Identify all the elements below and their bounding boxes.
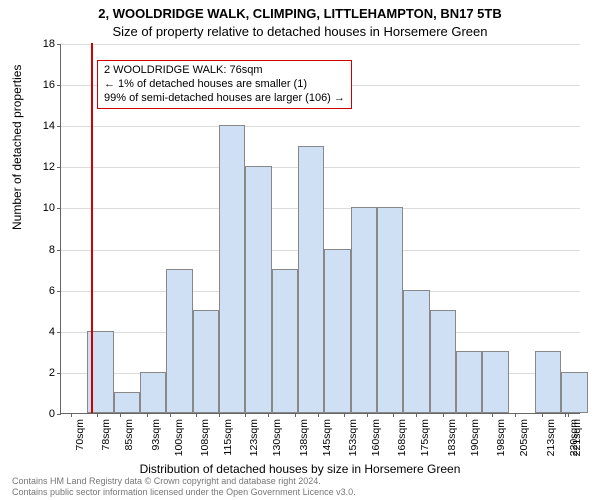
xtick-label: 115sqm [222, 419, 234, 456]
y-axis-label: Number of detached properties [10, 65, 24, 230]
xtick-label: 160sqm [370, 419, 382, 456]
xtick-label: 108sqm [199, 419, 211, 456]
xtick-label: 168sqm [396, 419, 408, 456]
gridline-h [61, 126, 580, 127]
histogram-bar [193, 310, 219, 413]
xtick-mark [268, 413, 269, 417]
chart-title-line1: 2, WOOLDRIDGE WALK, CLIMPING, LITTLEHAMP… [0, 6, 600, 21]
annotation-line2: ← 1% of detached houses are smaller (1) [104, 78, 345, 92]
xtick-label: 213sqm [545, 419, 557, 456]
ytick-mark [57, 291, 61, 292]
histogram-bar [351, 207, 377, 413]
xtick-label: 123sqm [248, 419, 260, 456]
xtick-label: 145sqm [321, 419, 333, 456]
gridline-h [61, 44, 580, 45]
xtick-label: 198sqm [495, 419, 507, 456]
ytick-mark [57, 373, 61, 374]
ytick-label: 16 [25, 79, 55, 91]
ytick-label: 10 [25, 202, 55, 214]
ytick-label: 18 [25, 38, 55, 50]
histogram-bar [403, 290, 429, 413]
xtick-mark [97, 413, 98, 417]
ytick-mark [57, 208, 61, 209]
histogram-bar [219, 125, 245, 413]
ytick-label: 0 [25, 408, 55, 420]
histogram-bar [561, 372, 587, 413]
xtick-mark [71, 413, 72, 417]
ytick-mark [57, 414, 61, 415]
xtick-mark [565, 413, 566, 417]
histogram-bar [166, 269, 192, 413]
xtick-mark [416, 413, 417, 417]
ytick-mark [57, 44, 61, 45]
xtick-mark [466, 413, 467, 417]
histogram-bar [245, 166, 271, 413]
ytick-label: 6 [25, 285, 55, 297]
ytick-label: 8 [25, 244, 55, 256]
ytick-mark [57, 85, 61, 86]
footer-line2: Contains public sector information licen… [12, 487, 356, 498]
xtick-mark [170, 413, 171, 417]
ytick-mark [57, 332, 61, 333]
xtick-label: 78sqm [100, 419, 112, 451]
annotation-line1: 2 WOOLDRIDGE WALK: 76sqm [104, 64, 345, 78]
xtick-label: 70sqm [74, 419, 86, 451]
plot-area: 02468101214161870sqm78sqm85sqm93sqm100sq… [60, 44, 580, 414]
xtick-mark [568, 413, 569, 417]
histogram-bar [456, 351, 482, 413]
x-axis-label: Distribution of detached houses by size … [0, 462, 600, 476]
xtick-mark [196, 413, 197, 417]
xtick-mark [393, 413, 394, 417]
xtick-mark [147, 413, 148, 417]
ytick-label: 14 [25, 120, 55, 132]
xtick-mark [492, 413, 493, 417]
annotation-box: 2 WOOLDRIDGE WALK: 76sqm ← 1% of detache… [97, 60, 352, 109]
xtick-label: 175sqm [419, 419, 431, 456]
histogram-bar [535, 351, 561, 413]
xtick-mark [318, 413, 319, 417]
ytick-mark [57, 167, 61, 168]
xtick-mark [443, 413, 444, 417]
footer-attribution: Contains HM Land Registry data © Crown c… [12, 476, 356, 498]
histogram-bar [430, 310, 456, 413]
ytick-mark [57, 126, 61, 127]
xtick-label: 221sqm [571, 419, 583, 456]
ytick-label: 2 [25, 367, 55, 379]
histogram-bar [114, 392, 140, 413]
xtick-mark [120, 413, 121, 417]
xtick-label: 93sqm [150, 419, 162, 451]
reference-line [91, 43, 93, 413]
xtick-mark [245, 413, 246, 417]
xtick-label: 100sqm [173, 419, 185, 456]
xtick-label: 85sqm [123, 419, 135, 451]
histogram-bar [272, 269, 298, 413]
xtick-mark [542, 413, 543, 417]
chart-title-line2: Size of property relative to detached ho… [0, 24, 600, 39]
histogram-bar [324, 249, 350, 413]
annotation-line3: 99% of semi-detached houses are larger (… [104, 92, 345, 106]
xtick-label: 153sqm [347, 419, 359, 456]
histogram-bar [140, 372, 166, 413]
xtick-mark [295, 413, 296, 417]
xtick-mark [515, 413, 516, 417]
ytick-label: 12 [25, 161, 55, 173]
xtick-label: 183sqm [446, 419, 458, 456]
xtick-label: 205sqm [518, 419, 530, 456]
xtick-label: 190sqm [469, 419, 481, 456]
xtick-label: 130sqm [271, 419, 283, 456]
ytick-label: 4 [25, 326, 55, 338]
xtick-mark [219, 413, 220, 417]
xtick-label: 138sqm [298, 419, 310, 456]
histogram-bar [377, 207, 403, 413]
histogram-bar [482, 351, 508, 413]
histogram-bar [298, 146, 324, 413]
ytick-mark [57, 250, 61, 251]
footer-line1: Contains HM Land Registry data © Crown c… [12, 476, 356, 487]
xtick-mark [367, 413, 368, 417]
xtick-mark [344, 413, 345, 417]
